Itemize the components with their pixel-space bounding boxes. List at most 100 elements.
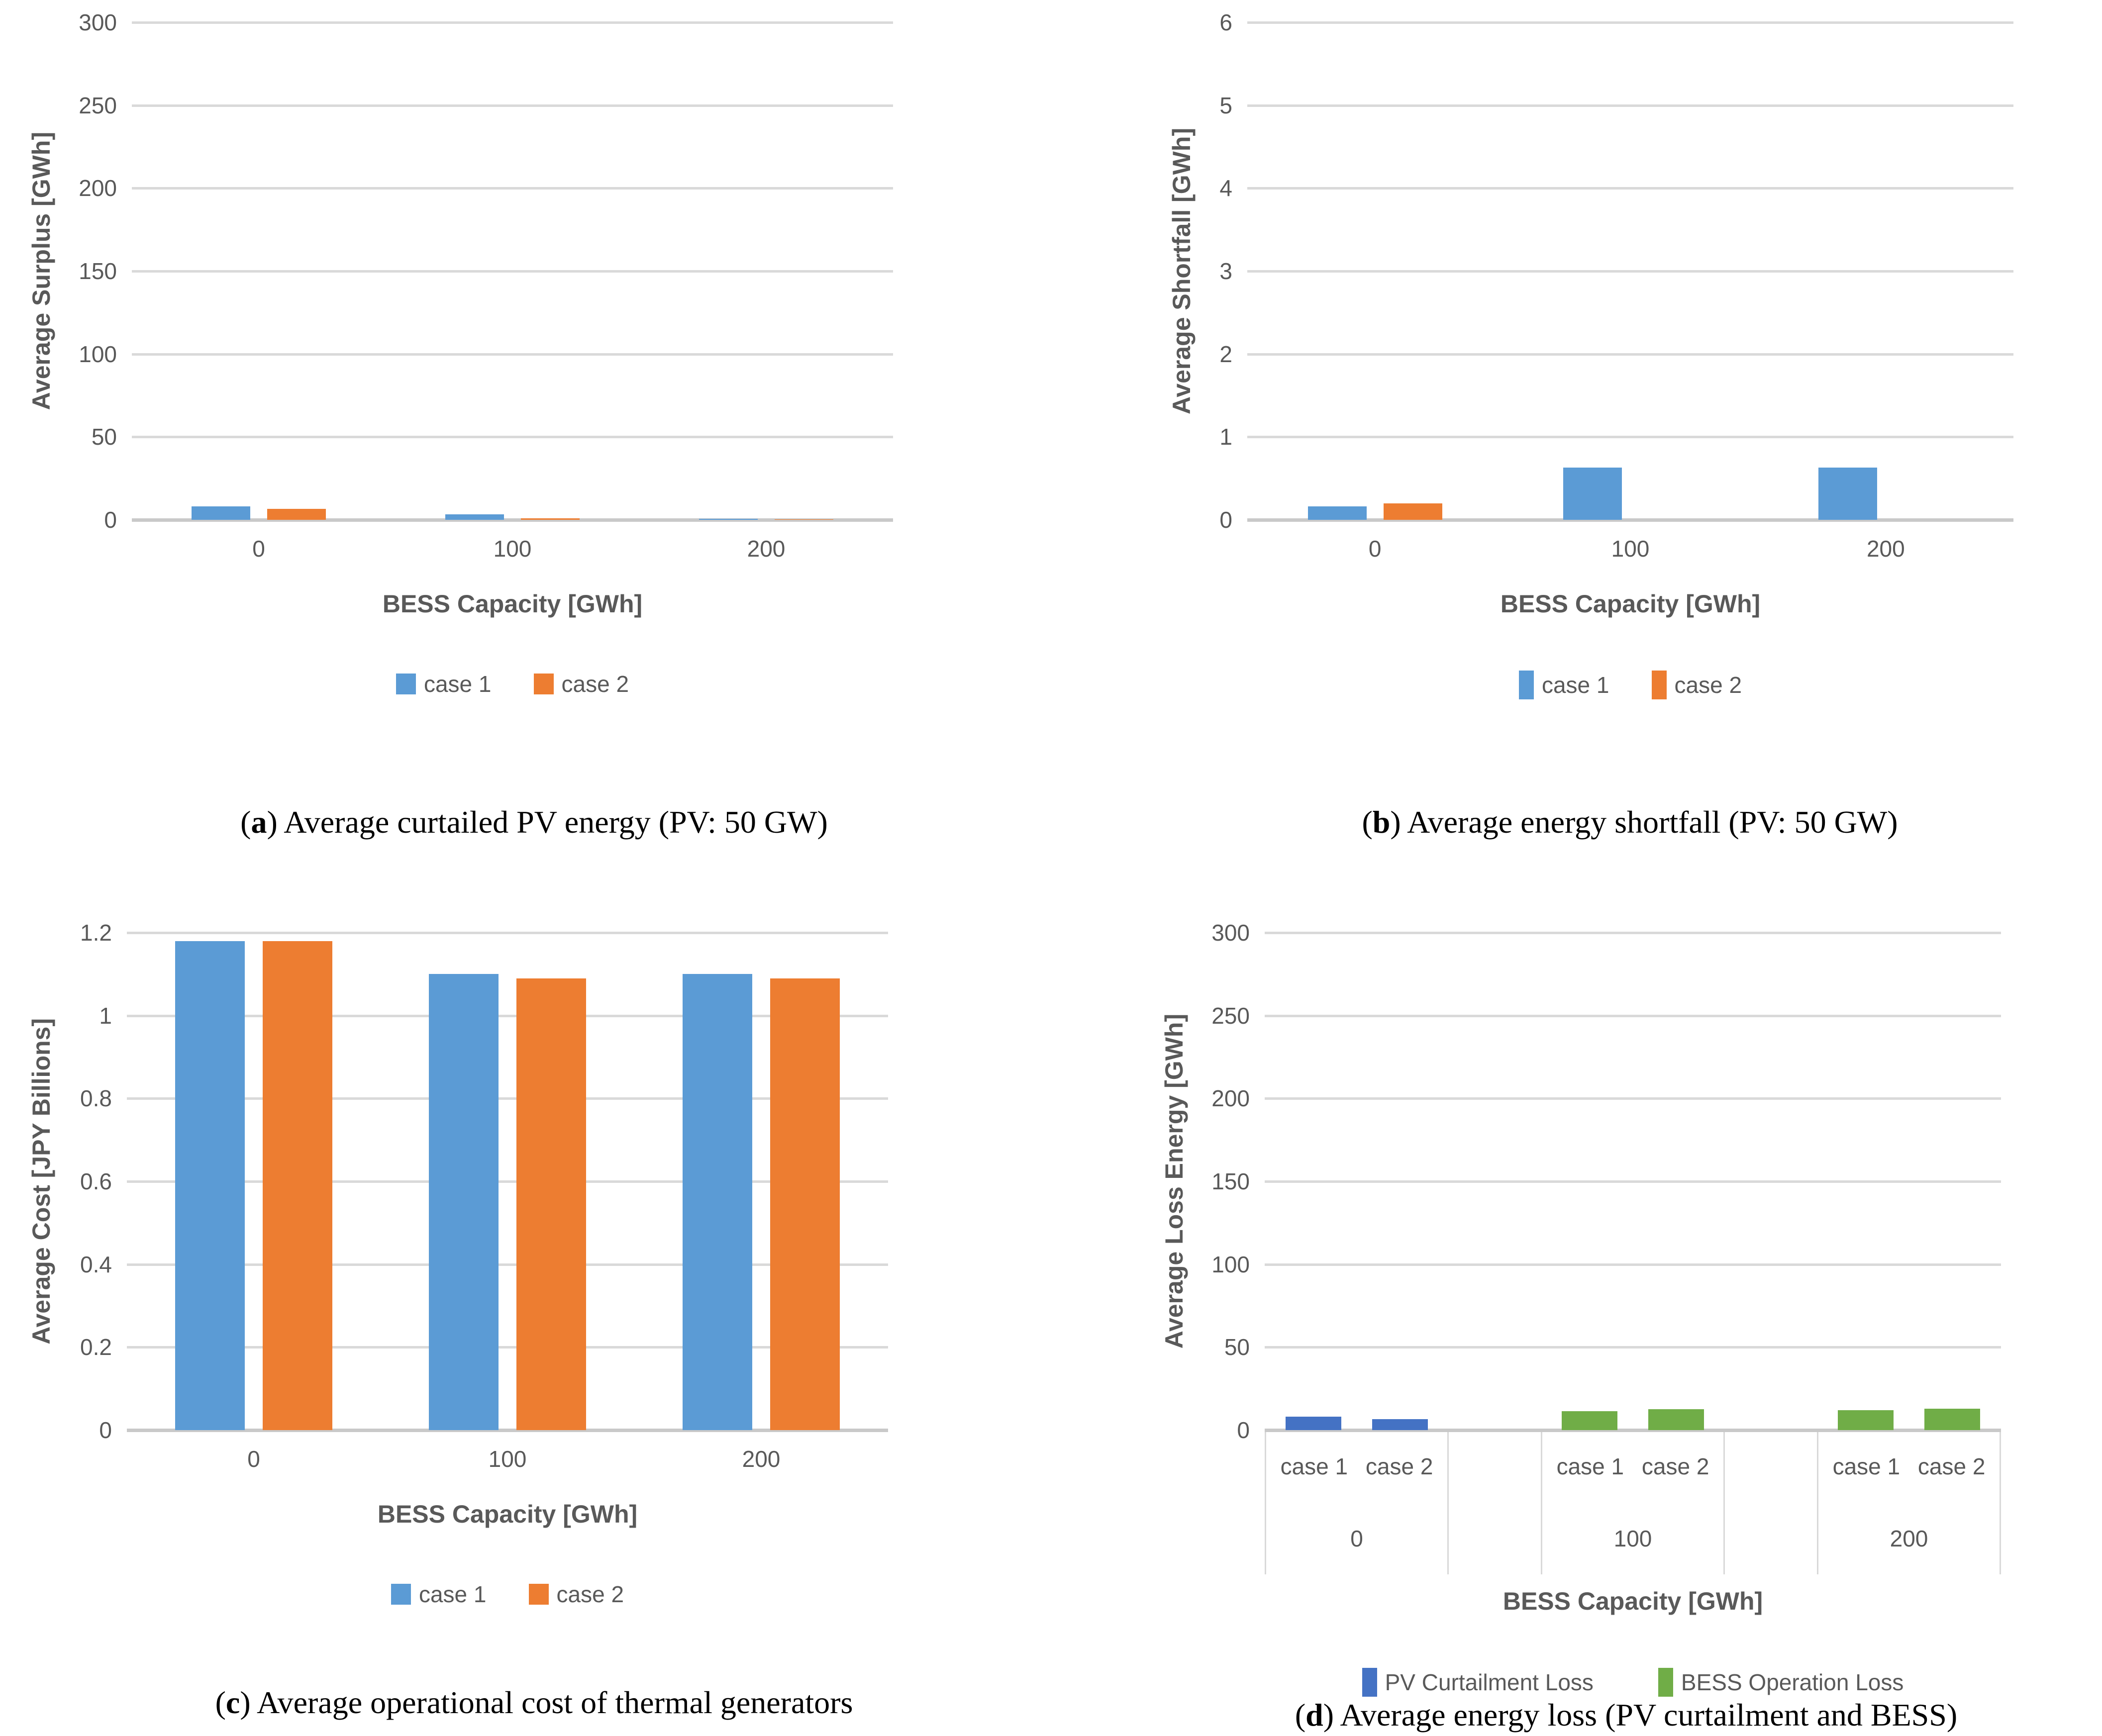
plot-area	[1247, 21, 2013, 522]
gridline	[127, 1346, 888, 1349]
plot-area	[127, 932, 888, 1432]
bars-layer	[1265, 933, 2001, 1430]
y-tick-label: 1	[99, 1002, 112, 1029]
bar-group-0	[132, 22, 386, 520]
y-tick-label: 0.6	[80, 1168, 112, 1194]
y-tick-label: 50	[91, 424, 117, 450]
y-tick-label: 3	[1219, 258, 1232, 284]
y-tick-labels: 0 50 100 150 200 250 300	[1198, 920, 1265, 1443]
category-axis: case 1 case 2 0 case 1 case 2 100 case 1 case 2…	[1265, 1430, 2001, 1574]
legend-label: case 2	[556, 1581, 624, 1607]
gridline	[127, 1097, 888, 1100]
y-axis-title: Average Loss Energy [GWh]	[1160, 1014, 1188, 1349]
y-axis-title-box: Average Surplus [GWh]	[17, 22, 65, 520]
y-axis-title: Average Surplus [GWh]	[27, 132, 55, 410]
gridline	[1247, 104, 2013, 107]
y-tick-label: 0	[99, 1417, 112, 1443]
bar-group-0	[127, 933, 381, 1430]
gridline	[1265, 932, 2001, 934]
legend: case 1 case 2	[132, 671, 893, 697]
x-tick-label: 0	[252, 535, 265, 562]
y-tick-label: 0.2	[80, 1334, 112, 1360]
case-slot-case-2-0	[1363, 933, 1437, 1430]
plot-column: case 1 case 2 0 case 1 case 2 100 case 1 case 2…	[1265, 932, 2001, 1697]
bar-bess-operation-loss-case-2-at-100	[1648, 1409, 1704, 1430]
bar-case-2-at-0	[263, 941, 332, 1430]
legend-label: case 1	[418, 1581, 487, 1607]
y-axis-title: Average Shortfall [GWh]	[1167, 128, 1196, 414]
legend-swatch-case-2	[528, 1584, 549, 1605]
gridline	[127, 1014, 888, 1017]
legend-label: case 2	[1674, 672, 1742, 698]
legend-swatch-case-1	[396, 674, 416, 694]
legend: case 1 case 2	[1247, 671, 2013, 699]
case-label: case 2	[1365, 1453, 1433, 1479]
plot-area	[132, 21, 893, 522]
x-tick-label: 100	[1611, 535, 1650, 562]
bar-group-100	[1541, 933, 1725, 1430]
gridline	[1247, 353, 2013, 356]
panel-a-average-curtailed-pv-energy: Average Surplus [GWh] 0 50 100 150 200 250 300 0…	[0, 9, 1051, 880]
y-tick-label: 1.2	[80, 920, 112, 946]
bars-layer	[1247, 22, 2013, 520]
legend-item-case-1: case 1	[391, 1581, 487, 1608]
axis-spacer	[1449, 1430, 1541, 1574]
chart-d: Average Loss Energy [GWh] 0 50 100 150 200 250…	[1150, 920, 2102, 1697]
caption-letter: b	[1372, 804, 1391, 840]
y-tick-label: 6	[1219, 9, 1232, 35]
legend-swatch-case-2	[1651, 671, 1667, 699]
bar-pv-curtailment-loss-case-2-at-0	[1372, 1419, 1428, 1430]
figure-grid: Average Surplus [GWh] 0 50 100 150 200 250 300 0…	[0, 9, 2102, 1736]
gridline	[132, 353, 893, 356]
legend-label: case 2	[561, 671, 629, 697]
y-tick-label: 250	[79, 92, 117, 118]
legend-item-case-1: case 1	[396, 671, 492, 697]
legend-label: BESS Operation Loss	[1681, 1669, 1904, 1695]
legend-swatch-case-2	[533, 674, 554, 694]
group-spacer	[1725, 933, 1817, 1430]
panel-caption-d: (d) Average energy loss (PV curtailment …	[1295, 1697, 1958, 1733]
bars-layer	[132, 22, 893, 520]
caption-letter: a	[251, 804, 267, 840]
y-tick-label: 150	[1211, 1168, 1250, 1194]
y-axis-title-box: Average Loss Energy [GWh]	[1150, 933, 1198, 1430]
y-tick-label: 0	[1219, 507, 1232, 533]
case-label: case 1	[1556, 1453, 1624, 1479]
y-tick-label: 300	[79, 9, 117, 35]
y-tick-label: 4	[1219, 175, 1232, 201]
gridline	[1247, 270, 2013, 273]
y-tick-label: 2	[1219, 341, 1232, 367]
gridline	[127, 1263, 888, 1266]
bar-group-200	[634, 933, 888, 1430]
y-tick-labels: 0 1 2 3 4 5 6	[1205, 9, 1247, 533]
chart-b: Average Shortfall [GWh] 0 1 2 3 4 5 6 0 100 200 BES…	[1158, 9, 2102, 699]
case-slot-case-1-100	[1552, 933, 1627, 1430]
y-tick-label: 1	[1219, 424, 1232, 450]
gridline	[1247, 436, 2013, 439]
bar-case-1-at-0	[1307, 506, 1367, 520]
legend-item-case-2: case 2	[528, 1581, 624, 1608]
y-tick-label: 0	[104, 507, 117, 533]
bar-case-2-at-0	[267, 508, 326, 520]
bar-case-1-at-0	[175, 941, 245, 1430]
x-tick-label: 200	[742, 1446, 781, 1472]
group-label: 100	[1613, 1525, 1652, 1551]
bar-case-2-at-0	[1383, 503, 1442, 520]
bar-bess-operation-loss-case-1-at-100	[1562, 1411, 1618, 1430]
y-tick-label: 0.4	[80, 1251, 112, 1277]
x-axis-line	[1247, 518, 2013, 522]
bar-group-0	[1265, 933, 1449, 1430]
y-tick-label: 150	[79, 258, 117, 284]
bar-case-1-at-0	[192, 506, 250, 520]
y-axis-title-box: Average Shortfall [GWh]	[1158, 22, 1205, 520]
bar-group-200	[1758, 22, 2013, 520]
x-tick-label: 200	[1866, 535, 1905, 562]
bar-group-100	[1502, 22, 1758, 520]
legend: PV Curtailment Loss BESS Operation Loss	[1265, 1668, 2001, 1697]
plot-area	[1265, 932, 2001, 1432]
legend-item-case-1: case 1	[1518, 671, 1609, 699]
gridline	[127, 932, 888, 934]
panel-d-average-energy-loss: Average Loss Energy [GWh] 0 50 100 150 200 250…	[1051, 880, 2102, 1736]
x-axis-title: BESS Capacity [GWh]	[377, 1500, 638, 1528]
y-tick-label: 200	[1211, 1085, 1250, 1112]
